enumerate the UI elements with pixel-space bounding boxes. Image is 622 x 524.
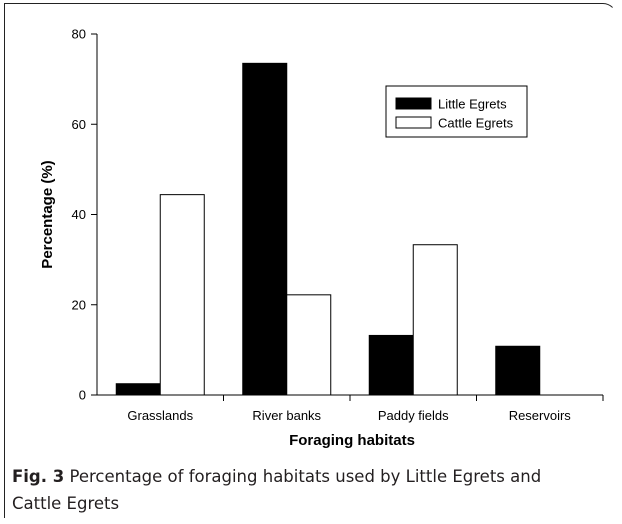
bar-little-egrets [495,345,541,396]
bar-cattle-egrets [286,294,332,396]
x-category-label: Reservoirs [509,408,572,423]
bar-chart: 0 20 40 60 80 Grasslands River banks Paddy fiel… [39,27,604,449]
legend-swatch-cattle-egrets [395,116,432,129]
y-tick-label: 20 [72,297,86,312]
y-tick-label: 60 [72,117,86,132]
legend-label-little-egrets: Little Egrets [438,97,507,112]
figure-caption: Fig. 3 Percentage of foraging habitats u… [12,463,592,517]
y-tick-label: 0 [79,388,86,403]
y-tick-label: 40 [72,207,86,222]
x-category-label: Paddy fields [378,408,449,423]
bar-little-egrets [368,334,414,396]
caption-label: Fig. 3 [12,467,65,486]
caption-text: Percentage of foraging habitats used by … [12,467,542,513]
legend-swatch-little-egrets [395,97,432,110]
x-category-label: River banks [252,408,321,423]
legend-label-cattle-egrets: Cattle Egrets [438,116,514,131]
bar-cattle-egrets [159,194,205,396]
bar-little-egrets [242,62,288,396]
x-axis-title: Foraging habitats [289,432,415,449]
x-category-label: Grasslands [127,408,193,423]
bar-little-egrets [115,383,161,396]
bar-cattle-egrets [412,244,458,396]
y-tick-label: 80 [72,27,86,42]
figure-frame [4,3,617,518]
y-axis-title: Percentage (%) [39,160,56,268]
